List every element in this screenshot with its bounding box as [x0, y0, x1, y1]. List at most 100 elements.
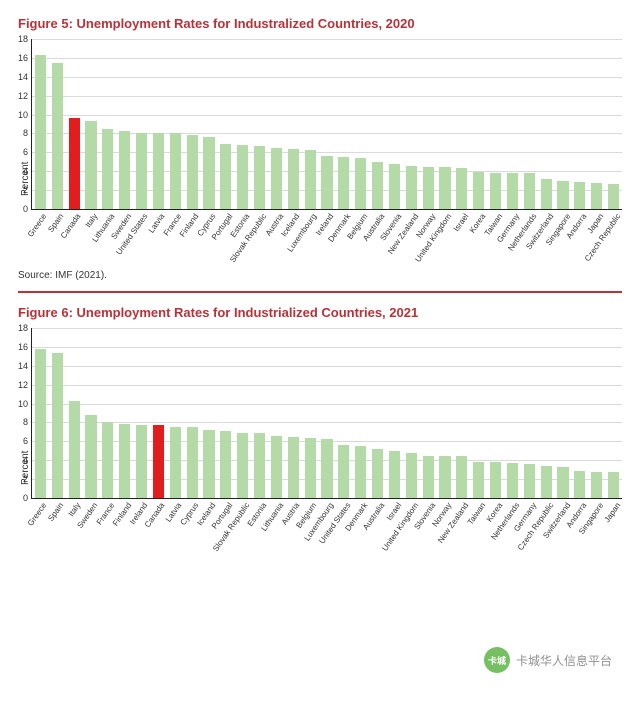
- bar: [507, 463, 518, 498]
- bar: [136, 425, 147, 498]
- figure6-plot-col: 024681012141618 GreeceSpainItalySwedenFr…: [31, 328, 622, 553]
- figure5-title: Figure 5: Unemployment Rates for Industr…: [18, 16, 622, 31]
- gridline: [32, 385, 622, 386]
- bar: [372, 449, 383, 498]
- bar: [541, 466, 552, 498]
- bar: [102, 129, 113, 209]
- bar: [372, 162, 383, 209]
- bar: [473, 462, 484, 498]
- bar: [423, 167, 434, 209]
- bar: [271, 436, 282, 498]
- bar: [338, 157, 349, 209]
- bar: [608, 472, 619, 498]
- bar: [574, 471, 585, 498]
- ytick-label: 8: [12, 128, 28, 138]
- gridline: [32, 404, 622, 405]
- ytick-label: 14: [12, 72, 28, 82]
- gridline: [32, 366, 622, 367]
- bar: [136, 133, 147, 210]
- bar: [524, 464, 535, 498]
- bar: [490, 462, 501, 498]
- bar: [119, 131, 130, 209]
- gridline: [32, 58, 622, 59]
- bar: [507, 173, 518, 209]
- bar: [305, 150, 316, 210]
- ytick-label: 6: [12, 436, 28, 446]
- ytick-label: 16: [12, 53, 28, 63]
- gridline: [32, 347, 622, 348]
- figure6-chart: Percent 024681012141618 GreeceSpainItaly…: [18, 328, 622, 553]
- bar: [35, 349, 46, 498]
- figure6-xlabels: GreeceSpainItalySwedenFranceFinlandIrela…: [31, 499, 622, 553]
- ytick-label: 18: [12, 34, 28, 44]
- bar: [557, 181, 568, 209]
- bar: [220, 144, 231, 209]
- bar: [524, 173, 535, 209]
- ytick-label: 16: [12, 342, 28, 352]
- xtick-label: Italy: [66, 501, 82, 518]
- watermark-text: 卡城华人信息平台: [516, 652, 612, 669]
- bar: [456, 168, 467, 209]
- bar: [153, 133, 164, 209]
- bar: [473, 172, 484, 209]
- bar-highlight: [153, 425, 164, 498]
- bar: [389, 164, 400, 209]
- ytick-label: 12: [12, 380, 28, 390]
- bar: [389, 451, 400, 498]
- bar: [102, 422, 113, 498]
- gridline: [32, 77, 622, 78]
- gridline: [32, 328, 622, 329]
- watermark-logo-icon: 卡城: [484, 647, 510, 673]
- bar: [203, 137, 214, 209]
- bar: [439, 167, 450, 209]
- bar: [187, 427, 198, 498]
- gridline: [32, 115, 622, 116]
- bar: [541, 179, 552, 209]
- bar: [187, 135, 198, 209]
- bar: [591, 183, 602, 209]
- ytick-label: 8: [12, 417, 28, 427]
- xtick-label: Spain: [46, 501, 65, 523]
- bar: [170, 133, 181, 209]
- bar: [271, 148, 282, 209]
- bar: [119, 424, 130, 498]
- bar: [406, 453, 417, 498]
- bar: [237, 433, 248, 498]
- page: Figure 5: Unemployment Rates for Industr…: [0, 0, 640, 701]
- bar: [591, 472, 602, 498]
- figure5-chart: Percent 024681012141618 GreeceSpainCanad…: [18, 39, 622, 264]
- bar: [321, 156, 332, 209]
- bar: [355, 446, 366, 498]
- bar: [423, 456, 434, 499]
- watermark: 卡城 卡城华人信息平台: [484, 647, 612, 673]
- xtick-label: Japan: [603, 501, 623, 524]
- ytick-label: 2: [12, 474, 28, 484]
- figure5-xlabels: GreeceSpainCanadaItalyLithuaniaSwedenUni…: [31, 210, 622, 264]
- bar: [608, 184, 619, 209]
- bar: [490, 173, 501, 209]
- figure5-plot: 024681012141618: [31, 39, 622, 210]
- bar: [288, 149, 299, 209]
- bar: [220, 431, 231, 498]
- figure6-title: Figure 6: Unemployment Rates for Industr…: [18, 305, 622, 320]
- ytick-label: 10: [12, 110, 28, 120]
- ytick-label: 18: [12, 323, 28, 333]
- bar: [254, 146, 265, 209]
- xtick-label: Italy: [83, 212, 99, 229]
- gridline: [32, 422, 622, 423]
- gridline: [32, 96, 622, 97]
- ytick-label: 4: [12, 166, 28, 176]
- bar: [406, 166, 417, 209]
- bar: [305, 438, 316, 498]
- bar: [35, 55, 46, 209]
- ytick-label: 14: [12, 361, 28, 371]
- bar: [338, 445, 349, 498]
- bar: [203, 430, 214, 498]
- bar: [439, 456, 450, 498]
- gridline: [32, 39, 622, 40]
- section-divider: [18, 291, 622, 293]
- bar: [85, 121, 96, 209]
- ytick-label: 10: [12, 399, 28, 409]
- bar: [288, 437, 299, 498]
- bar: [237, 145, 248, 209]
